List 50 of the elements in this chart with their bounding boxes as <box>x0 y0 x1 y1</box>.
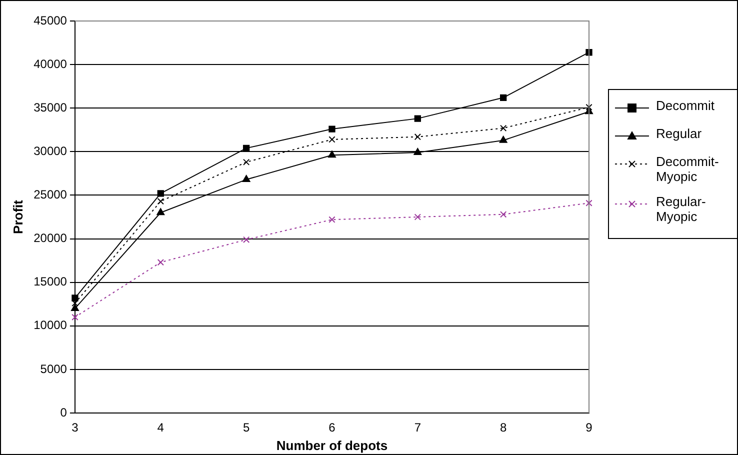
x-tick-label: 9 <box>586 420 593 435</box>
legend-label: Regular-Myopic <box>656 194 707 224</box>
point <box>500 94 507 101</box>
point <box>157 190 164 197</box>
y-tick-label: 35000 <box>34 100 68 114</box>
point <box>156 208 165 216</box>
y-tick-label: 45000 <box>34 13 68 28</box>
point <box>500 124 507 132</box>
point <box>157 198 164 205</box>
legend-label: Decommit-Myopic <box>656 154 719 184</box>
point <box>414 148 422 156</box>
point <box>72 294 78 302</box>
point <box>500 211 507 218</box>
x-tick-label: 7 <box>414 420 422 435</box>
y-tick-label: 0 <box>60 405 68 420</box>
point <box>242 236 250 243</box>
point <box>586 104 592 111</box>
x-tick-label: 3 <box>72 420 79 435</box>
point <box>586 49 592 56</box>
y-tick-label: 40000 <box>34 56 68 71</box>
point <box>414 134 421 140</box>
point <box>328 126 336 132</box>
x-tick-label: 8 <box>500 420 507 435</box>
point <box>414 214 421 220</box>
legend-label: Decommit <box>656 98 716 113</box>
point <box>586 200 592 206</box>
point <box>328 150 336 158</box>
point <box>328 216 336 223</box>
y-tick-label: 15000 <box>34 274 68 289</box>
point <box>71 304 79 311</box>
x-tick-label: 6 <box>328 420 336 435</box>
legend-label: Regular <box>656 126 703 141</box>
point <box>499 136 508 143</box>
x-tick-label: 5 <box>242 420 250 435</box>
point <box>242 144 250 152</box>
point <box>72 300 78 307</box>
y-tick-label: 10000 <box>34 318 68 332</box>
point <box>414 115 421 122</box>
x-axis-title: Number of depots <box>276 438 388 453</box>
point <box>72 314 78 321</box>
y-tick-label: 5000 <box>40 362 68 376</box>
x-tick-label: 4 <box>157 420 164 435</box>
point <box>157 258 164 266</box>
y-tick-label: 25000 <box>34 188 68 202</box>
point <box>328 136 336 143</box>
y-tick-label: 20000 <box>34 231 68 246</box>
y-axis-title: Profit <box>10 199 26 234</box>
point <box>242 158 250 166</box>
point <box>242 175 250 182</box>
y-tick-label: 30000 <box>34 144 68 158</box>
